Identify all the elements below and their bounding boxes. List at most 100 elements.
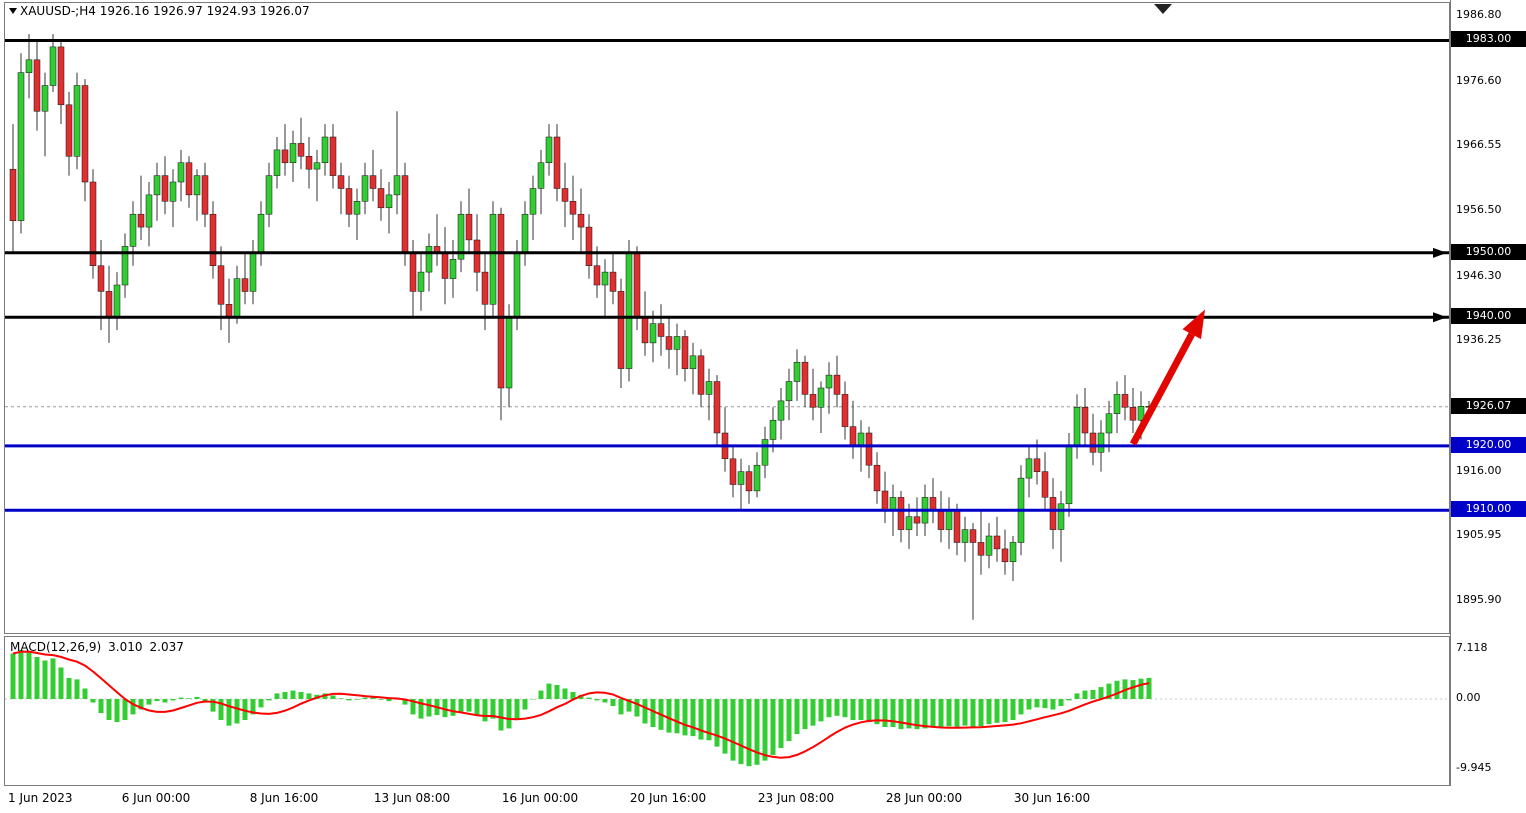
candle [433, 214, 441, 266]
candle [601, 259, 609, 318]
candle [865, 426, 873, 479]
candle [729, 445, 737, 498]
price-tick-label: 1976.60 [1456, 74, 1502, 87]
one-click-trading-arrow-icon[interactable] [9, 8, 17, 14]
price-axis[interactable]: 1986.80 1976.60 1966.55 1956.50 1946.30 1936.… [1450, 0, 1526, 786]
price-level-badge: 1940.00 [1451, 308, 1526, 324]
candle [425, 233, 433, 292]
candle [457, 201, 465, 273]
candle [465, 188, 473, 253]
candle [649, 310, 657, 363]
candle [641, 291, 649, 356]
time-tick-label: 16 Jun 00:00 [501, 791, 579, 805]
candle [257, 201, 265, 266]
level-ray-arrow-icon [1433, 247, 1447, 258]
candle [1025, 445, 1033, 498]
candle [761, 426, 769, 479]
candle [873, 452, 881, 504]
candle [593, 246, 601, 298]
candle [777, 388, 785, 440]
candle [817, 381, 825, 433]
price-level-badge: 1983.00 [1451, 31, 1526, 47]
candle [1129, 388, 1137, 433]
candle [137, 175, 145, 240]
candle [673, 323, 681, 376]
candle [625, 240, 633, 382]
candle [681, 330, 689, 382]
candle [737, 458, 745, 511]
trend-arrow-shaft[interactable] [1129, 332, 1195, 446]
price-tick-label: 1986.80 [1456, 8, 1502, 21]
candle [689, 342, 697, 395]
candle [809, 368, 817, 421]
candle [609, 252, 617, 305]
candle [553, 124, 561, 202]
candle [105, 265, 113, 343]
candle [9, 124, 17, 253]
candle [833, 355, 841, 408]
candle [1041, 452, 1049, 511]
candle [1105, 400, 1113, 453]
time-axis[interactable]: 1 Jun 2023 6 Jun 00:00 8 Jun 16:00 13 Jun 0… [0, 787, 1526, 813]
price-tick-label: 1956.50 [1456, 203, 1502, 216]
candle [193, 169, 201, 221]
macd-signal-value: 2.037 [149, 640, 184, 654]
candle [145, 182, 153, 247]
price-level-badge: 1950.00 [1451, 244, 1526, 260]
candle [537, 149, 545, 215]
candle [961, 516, 969, 562]
time-tick-label: 1 Jun 2023 [8, 791, 73, 805]
candle [617, 278, 625, 388]
chart-shift-marker-icon[interactable] [1154, 4, 1172, 14]
candle [945, 497, 953, 549]
candle [417, 252, 425, 311]
time-tick-label: 20 Jun 16:00 [629, 791, 707, 805]
candle [385, 182, 393, 234]
price-level-badge: 1910.00 [1451, 501, 1526, 517]
candle [281, 124, 289, 176]
time-tick-label: 30 Jun 16:00 [1013, 791, 1091, 805]
candle [153, 162, 161, 221]
candle [337, 162, 345, 215]
price-chart-canvas[interactable] [5, 3, 1449, 633]
candle [529, 175, 537, 240]
current-price-badge: 1926.07 [1451, 398, 1526, 414]
candle [297, 117, 305, 170]
candle [1073, 394, 1081, 459]
candle [81, 79, 89, 202]
candle [1121, 375, 1129, 421]
trend-arrow-head[interactable] [1182, 309, 1206, 340]
candle [369, 149, 377, 202]
time-tick-label: 28 Jun 00:00 [885, 791, 963, 805]
candle [65, 91, 73, 176]
candle [1113, 381, 1121, 433]
candle [241, 252, 249, 305]
macd-tick-label: -9.945 [1456, 761, 1492, 774]
candle [993, 516, 1001, 562]
candle [1049, 478, 1057, 549]
macd-main-value: 3.010 [108, 640, 143, 654]
time-tick-label: 13 Jun 08:00 [373, 791, 451, 805]
candle [185, 156, 193, 208]
candle [825, 362, 833, 414]
candle [305, 137, 313, 189]
candle [577, 188, 585, 253]
candle [929, 478, 937, 524]
candle [849, 400, 857, 459]
macd-canvas [5, 650, 1449, 767]
candle [801, 355, 809, 408]
macd-indicator-label: MACD(12,26,9) 3.010 2.037 [10, 640, 191, 654]
time-tick-label: 6 Jun 00:00 [121, 791, 191, 805]
price-chart-panel[interactable]: XAUUSD-;H4 1926.16 1926.97 1924.93 1926.… [4, 2, 1450, 634]
candle [937, 491, 945, 543]
candle [721, 407, 729, 472]
macd-panel[interactable]: MACD(12,26,9) 3.010 2.037 [4, 636, 1450, 786]
candle [49, 34, 57, 92]
candle [977, 510, 985, 575]
candle [881, 471, 889, 524]
candle [745, 465, 753, 504]
candle [969, 523, 977, 620]
candle [313, 149, 321, 202]
candle [57, 40, 65, 125]
